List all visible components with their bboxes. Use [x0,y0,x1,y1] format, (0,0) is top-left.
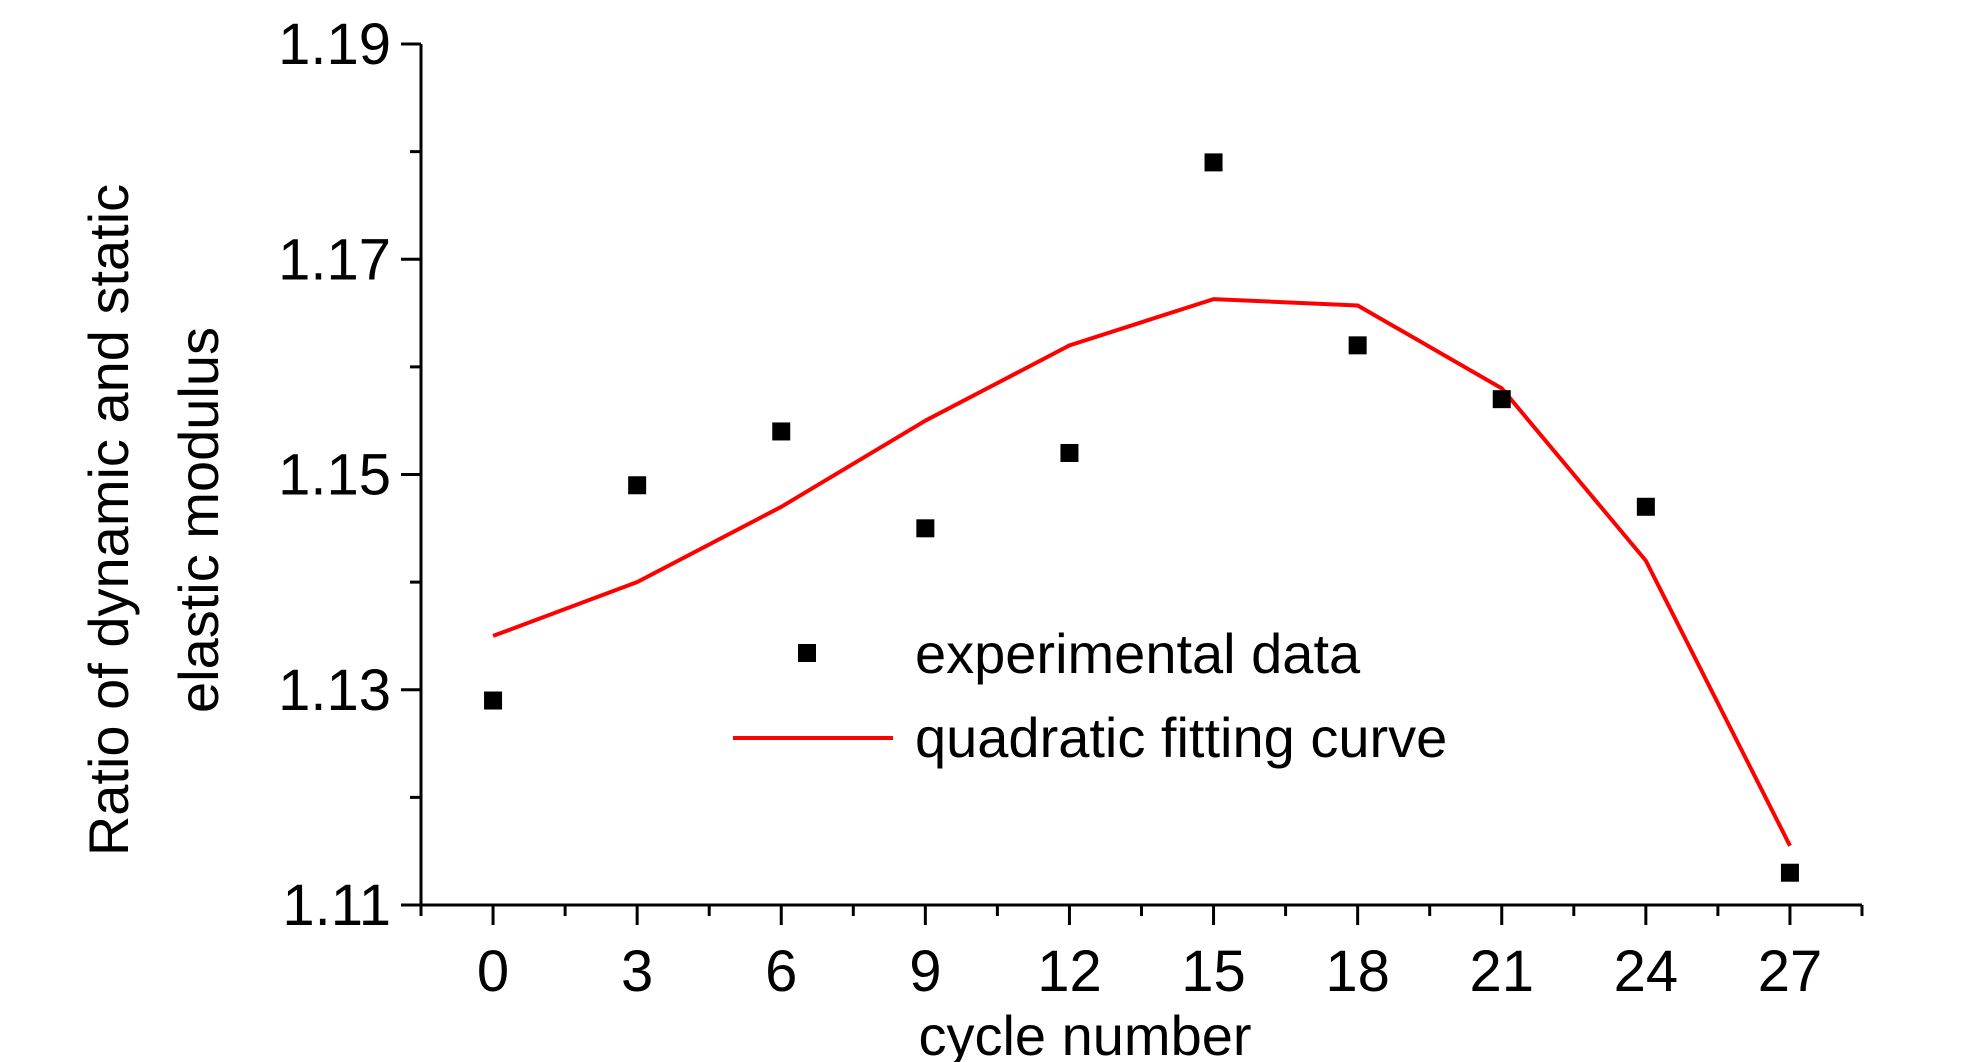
data-point [1492,390,1511,409]
x-tick-label: 3 [621,939,653,1004]
x-tick-label: 24 [1614,939,1679,1004]
x-tick-label: 18 [1325,939,1390,1004]
data-point [484,691,503,710]
data-point [1780,863,1799,882]
x-tick-label: 21 [1469,939,1534,1004]
x-tick-label: 6 [765,939,797,1004]
legend: experimental data quadratic fitting curv… [733,622,1447,769]
legend-label-fitting: quadratic fitting curve [915,706,1447,769]
axis-ticks: 1.11 1.13 1.15 1.17 1.19 0 3 6 9 12 15 18 21 24 27 [278,12,1864,1004]
x-tick-label: 12 [1037,939,1102,1004]
legend-label-experimental: experimental data [915,622,1361,685]
x-axis-title: cycle number [918,1004,1251,1062]
axes [419,44,1862,907]
data-point [628,476,647,495]
data-point [916,519,935,538]
y-tick-label: 1.11 [282,873,391,938]
legend-marker-experimental [798,644,816,662]
series-layer [484,153,1799,882]
fitting-curve-line [492,297,1792,847]
y-axis-title-line1: Ratio of dynamic and static [77,184,140,856]
x-tick-label: 27 [1758,939,1823,1004]
data-point [772,422,791,441]
data-point [1204,153,1223,172]
x-tick-label: 9 [909,939,941,1004]
data-point [1348,336,1367,355]
y-tick-label: 1.19 [278,12,391,77]
y-tick-label: 1.17 [278,227,391,292]
x-tick-label: 15 [1181,939,1246,1004]
x-tick-label: 0 [477,939,509,1004]
y-tick-label: 1.13 [278,658,391,723]
y-tick-label: 1.15 [278,443,391,508]
data-point [1060,443,1079,462]
y-axis-title-line2: elastic modulus [167,327,230,713]
data-point [1636,497,1655,516]
